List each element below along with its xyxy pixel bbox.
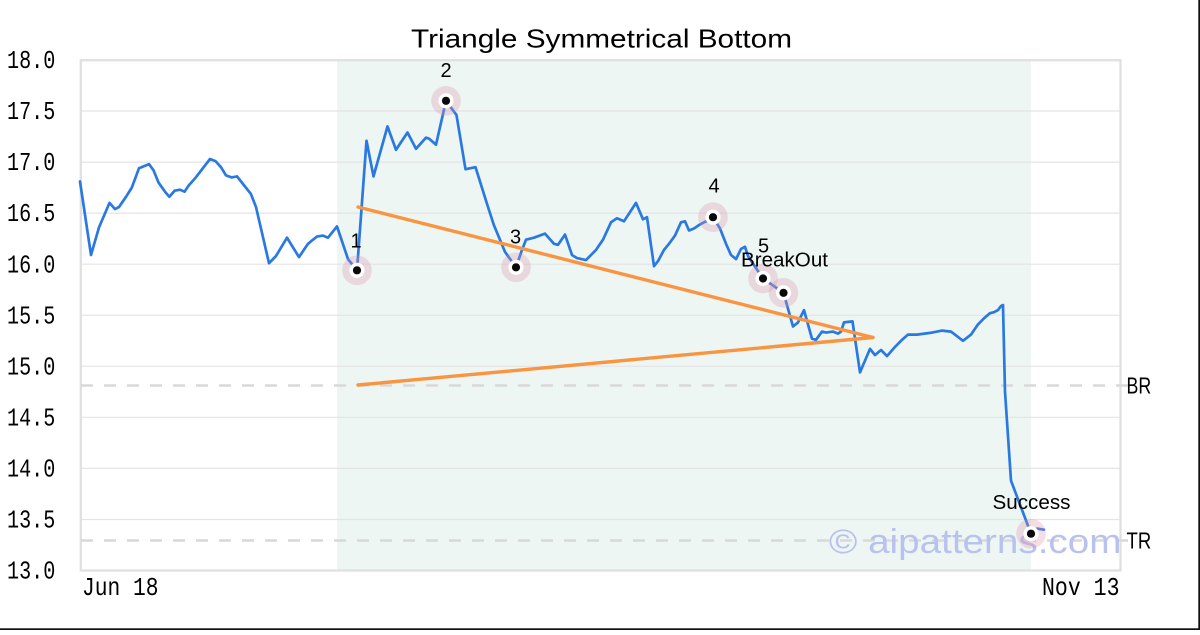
svg-text:15.5: 15.5 xyxy=(7,301,55,331)
svg-text:5: 5 xyxy=(758,236,769,258)
svg-text:17.0: 17.0 xyxy=(7,148,55,178)
svg-text:BreakOut: BreakOut xyxy=(741,250,828,272)
svg-text:13.0: 13.0 xyxy=(7,557,55,587)
svg-text:1: 1 xyxy=(350,231,361,253)
svg-text:14.0: 14.0 xyxy=(7,455,55,485)
svg-text:Nov 13: Nov 13 xyxy=(1042,573,1120,603)
svg-text:13.5: 13.5 xyxy=(7,506,55,536)
svg-text:16.0: 16.0 xyxy=(7,250,55,280)
svg-text:Triangle Symmetrical Bottom: Triangle Symmetrical Bottom xyxy=(411,24,792,54)
svg-text:14.5: 14.5 xyxy=(7,403,55,433)
svg-text:15.0: 15.0 xyxy=(7,352,55,382)
svg-text:Success: Success xyxy=(993,492,1071,514)
svg-text:18.0: 18.0 xyxy=(7,46,55,76)
svg-text:16.5: 16.5 xyxy=(7,199,55,229)
svg-text:2: 2 xyxy=(440,60,451,82)
svg-text:3: 3 xyxy=(510,227,521,249)
svg-text:17.5: 17.5 xyxy=(7,97,55,127)
svg-text:4: 4 xyxy=(708,175,719,197)
svg-text:TR: TR xyxy=(1127,527,1152,553)
svg-text:© aipatterns.com: © aipatterns.com xyxy=(829,523,1122,561)
svg-text:Jun 18: Jun 18 xyxy=(82,573,159,603)
svg-text:BR: BR xyxy=(1127,372,1152,398)
